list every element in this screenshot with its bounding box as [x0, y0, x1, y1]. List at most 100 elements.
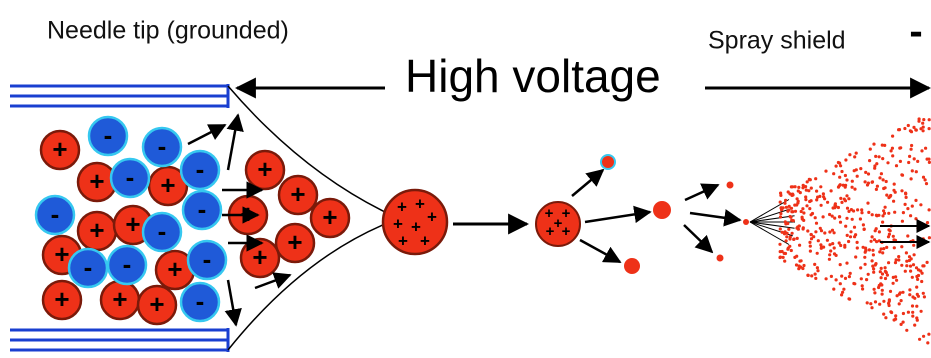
shield-sign: - [909, 10, 922, 54]
spray-droplet [878, 303, 881, 306]
spray-droplet [793, 204, 796, 207]
spray-droplet [899, 291, 902, 294]
spray-droplet [892, 200, 895, 203]
spray-droplet [833, 217, 836, 220]
spray-droplet [872, 271, 875, 274]
droplet-sign: + [398, 231, 408, 250]
spray-droplet [845, 178, 848, 181]
spray-droplet [802, 184, 805, 187]
spray-droplet [922, 335, 925, 338]
spray-droplet [809, 245, 812, 248]
spray-droplet [915, 305, 918, 308]
ion-sign: + [290, 179, 305, 209]
spray-droplet [913, 253, 916, 256]
spray-droplet [906, 207, 909, 210]
spray-droplet [898, 302, 901, 305]
spray-droplet [809, 250, 812, 253]
spray-droplet [887, 212, 890, 215]
spray-droplet [853, 155, 856, 158]
spray-droplet [816, 196, 819, 199]
spray-droplet [851, 186, 854, 189]
spray-droplet [900, 173, 903, 176]
spray-droplet [922, 237, 925, 240]
spray-droplet [884, 277, 887, 280]
spray-droplet [796, 201, 799, 204]
spray-droplet [784, 220, 787, 223]
spray-droplet [793, 256, 796, 259]
spray-droplet [903, 127, 906, 130]
spray-droplet [799, 191, 802, 194]
spray-droplet [849, 230, 852, 233]
ion-sign: + [149, 289, 164, 319]
spray-droplet [922, 292, 925, 295]
spray-droplet [863, 256, 866, 259]
droplet-sign: + [545, 205, 554, 222]
spray-droplet [810, 187, 813, 190]
spray-droplet [823, 231, 826, 234]
spray-droplet [897, 128, 900, 131]
ion-sign: - [84, 252, 93, 282]
spray-droplet [801, 207, 804, 210]
spray-droplet [839, 263, 842, 266]
spray-droplet [790, 210, 793, 213]
spray-droplet [797, 267, 800, 270]
spray-droplet [810, 274, 813, 277]
spray-droplet [847, 197, 850, 200]
ion-sign: - [104, 120, 113, 150]
spray-droplet [907, 161, 910, 164]
spray-droplet [865, 278, 868, 281]
spray-droplet [779, 215, 782, 218]
spray-droplet [845, 262, 848, 265]
spray-droplet [871, 213, 874, 216]
spray-droplet [910, 130, 913, 133]
spray-droplet [837, 161, 840, 164]
spray-droplet [820, 204, 823, 207]
spray-droplet [905, 264, 908, 267]
spray-droplet [808, 200, 811, 203]
ion-sign: + [54, 239, 69, 269]
spray-droplet [878, 250, 881, 253]
spray-droplet [805, 189, 808, 192]
spray-droplet [854, 255, 857, 258]
spray-droplet [835, 278, 838, 281]
spray-droplet [779, 194, 782, 197]
spray-droplet [913, 157, 916, 160]
spray-droplet [830, 189, 833, 192]
arrow [580, 240, 620, 262]
spray-droplet [888, 300, 891, 303]
spray-droplet [926, 158, 929, 161]
spray-droplet [914, 199, 917, 202]
spray-droplet [900, 264, 903, 267]
ions: ++++++++++-----------++++++++++++++++++ [36, 115, 931, 345]
spray-droplet [824, 170, 827, 173]
spray-droplet [889, 290, 892, 293]
spray-droplet [909, 265, 912, 268]
spray-droplet [875, 227, 878, 230]
spray-droplet [922, 176, 925, 179]
spray-droplet [884, 270, 887, 273]
spray-droplet [926, 341, 929, 344]
spray-droplet [815, 190, 818, 193]
spray-droplet [926, 221, 929, 224]
spray-droplet [811, 212, 814, 215]
spray-droplet [781, 250, 784, 253]
spray-droplet [832, 206, 835, 209]
droplet-sign: + [554, 215, 563, 232]
spray-droplet [785, 235, 788, 238]
droplet-sign: + [420, 231, 430, 250]
spray-ray [750, 216, 795, 222]
ion-sign: + [54, 284, 69, 314]
spray-droplet [875, 188, 878, 191]
spray-droplet [894, 275, 897, 278]
spray-droplet [910, 148, 913, 151]
spray-droplet [928, 118, 931, 121]
spray-droplet [864, 171, 867, 174]
ion-sign: + [89, 215, 104, 245]
spray-droplet [860, 211, 863, 214]
spray-droplet [887, 261, 890, 264]
spray-droplet [844, 277, 847, 280]
spray-droplet [859, 266, 862, 269]
spray-droplet [855, 152, 858, 155]
spray-droplet [794, 185, 797, 188]
spray-droplet [913, 324, 916, 327]
